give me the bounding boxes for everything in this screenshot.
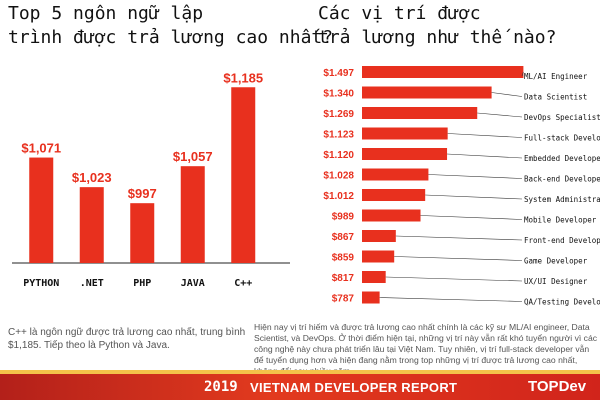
role-leader-line [420, 215, 523, 220]
role-value-label: $1.012 [323, 191, 354, 202]
role-bar [362, 86, 492, 99]
role-category-label: Back-end Developer [524, 175, 600, 184]
language-category-label: PHP [133, 278, 151, 289]
language-value-label: $1,071 [21, 141, 61, 156]
role-category-label: Data Scientist [524, 93, 587, 102]
language-bar [130, 203, 155, 263]
role-salary-chart: $1.497 ML/AI Engineer $1.340 Data Scientist… [323, 66, 600, 307]
role-category-label: QA/Testing Developer [524, 298, 600, 307]
role-bar [362, 168, 429, 181]
topdev-logo: TOPDev [528, 378, 587, 395]
role-leader-line [395, 235, 523, 241]
left-chart-description: C++ là ngôn ngữ được trả lương cao nhất,… [8, 327, 246, 351]
role-value-label: $1.340 [323, 89, 354, 100]
role-leader-line [425, 194, 523, 200]
role-leader-line [521, 71, 524, 77]
language-value-label: $997 [128, 186, 157, 201]
role-category-label: Mobile Developer [524, 216, 597, 225]
language-bar [180, 166, 205, 263]
role-category-label: Game Developer [524, 257, 588, 266]
footer-stripe [0, 370, 600, 374]
left-chart-title: Top 5 ngôn ngữ lập trình được trả lương c… [8, 3, 334, 48]
right-chart-title: Các vị trí được trả lương như thế nào? [318, 3, 557, 48]
language-bar [79, 187, 104, 263]
language-salary-chart: $1,071 PYTHON $1,023 .NET $997 PHP $1,057 JAVA $… [21, 70, 263, 289]
role-bar [362, 271, 386, 283]
role-category-label: System Administrator [524, 195, 600, 204]
role-value-label: $1.028 [323, 171, 354, 182]
role-bar [362, 107, 478, 119]
role-category-label: ML/AI Engineer [524, 72, 588, 81]
role-leader-line [491, 92, 523, 97]
role-bar [362, 230, 396, 242]
right-chart-description: Hiện nay vị trí hiếm và được trả lương c… [254, 322, 598, 376]
role-leader-line [447, 133, 523, 138]
role-value-label: $1.120 [323, 150, 354, 161]
role-value-label: $989 [332, 212, 355, 223]
role-category-label: UX/UI Designer [524, 277, 588, 286]
role-value-label: $817 [332, 273, 355, 284]
language-value-label: $1,185 [223, 70, 263, 85]
role-bar [362, 148, 448, 160]
footer-report-title: VIETNAM DEVELOPER REPORT [250, 380, 458, 395]
language-bar [231, 87, 256, 263]
role-leader-line [447, 153, 523, 159]
language-value-label: $1,057 [173, 149, 213, 164]
role-category-label: Embedded Developer [524, 154, 600, 163]
role-value-label: $787 [332, 294, 355, 305]
role-bar [362, 250, 395, 263]
role-value-label: $859 [332, 253, 355, 264]
role-leader-line [385, 276, 523, 282]
role-value-label: $867 [332, 232, 355, 243]
role-category-label: Full-stack Developer [524, 134, 600, 143]
footer-year: 2019 [204, 379, 238, 395]
role-category-label: DevOps Specialist [524, 113, 600, 122]
language-category-label: C++ [234, 278, 252, 289]
role-leader-line [394, 256, 523, 261]
role-leader-line [428, 174, 523, 179]
language-value-label: $1,023 [72, 170, 112, 185]
charts-canvas: $1,071 PYTHON $1,023 .NET $997 PHP $1,057 JAVA $… [12, 66, 600, 307]
language-bar [29, 157, 54, 263]
role-bar [362, 127, 448, 140]
role-bar [362, 189, 426, 201]
role-value-label: $1.269 [323, 109, 354, 120]
role-value-label: $1.497 [323, 68, 354, 79]
language-category-label: PYTHON [23, 278, 59, 289]
footer-banner [0, 374, 600, 400]
role-bar [362, 209, 421, 222]
role-category-label: Front-end Developer [524, 236, 600, 245]
role-bar [362, 291, 380, 304]
role-bar [362, 66, 524, 78]
role-leader-line [379, 297, 523, 302]
language-category-label: JAVA [181, 278, 205, 289]
role-value-label: $1.123 [323, 130, 354, 141]
language-category-label: .NET [80, 278, 104, 289]
role-leader-line [477, 112, 523, 118]
